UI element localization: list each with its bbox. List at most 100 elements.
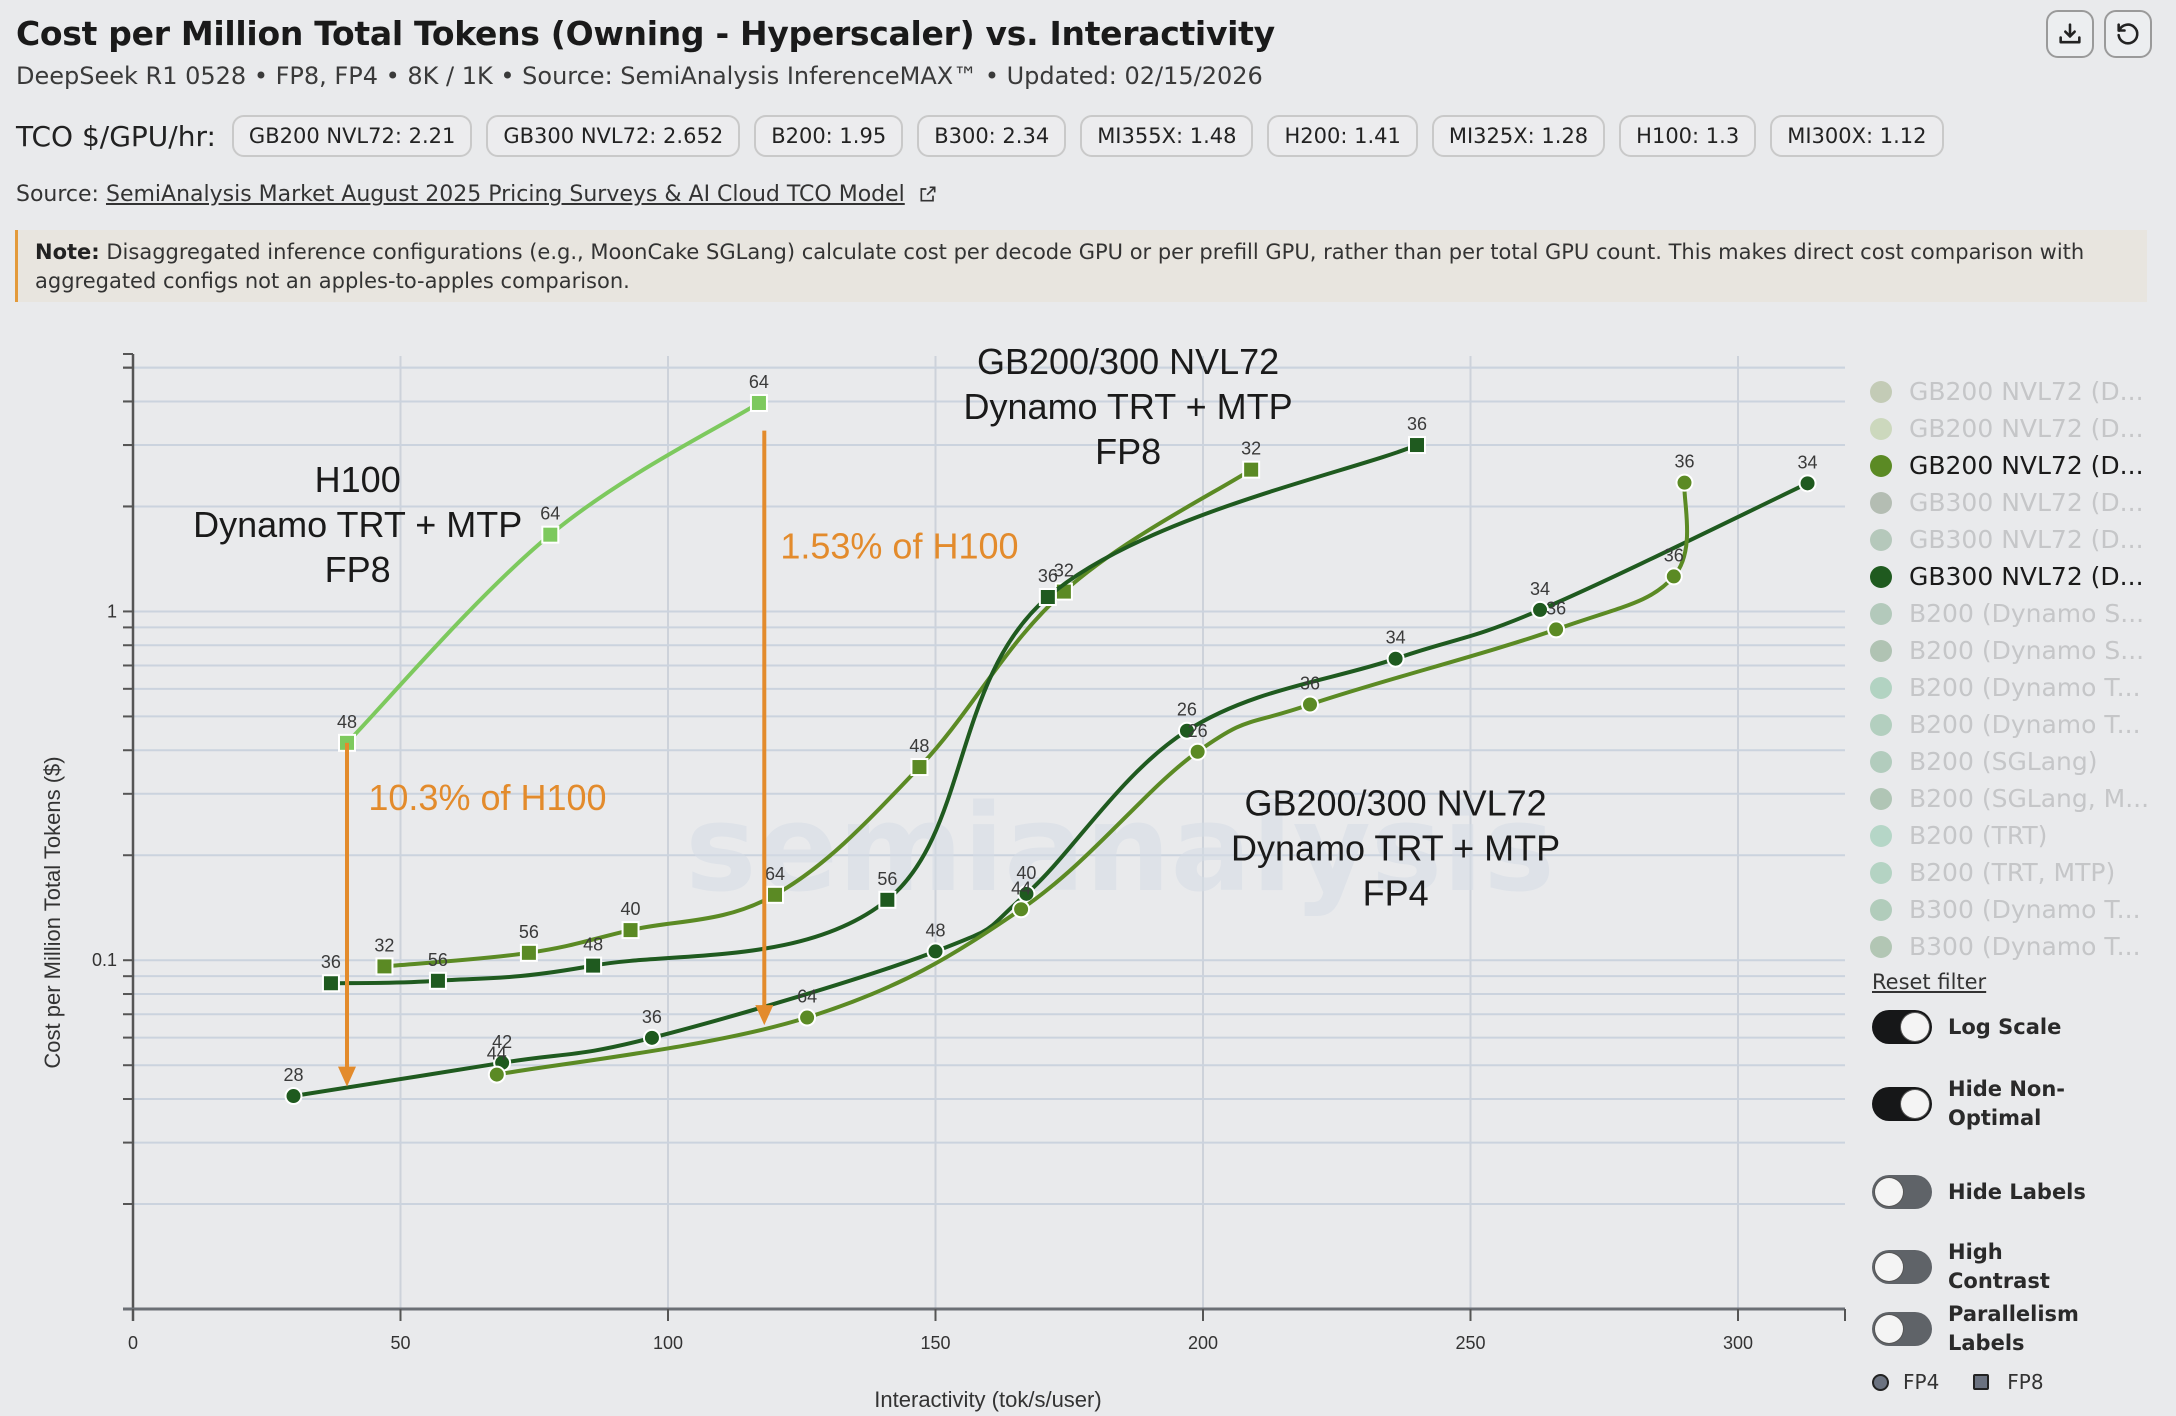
toggle-row: High Contrast [1872, 1238, 2098, 1296]
annotation: 10.3% of H100 [368, 777, 606, 818]
fp8-label: FP8 [2007, 1370, 2044, 1394]
data-label: 44 [487, 1044, 507, 1064]
tco-chip: B300: 2.34 [917, 115, 1067, 157]
chart[interactable]: semianalysis 0 50 100 150 200 250 300 0.1 1 Inter… [0, 330, 1860, 1416]
reset-view-icon [2117, 23, 2139, 45]
legend-dot-icon [1870, 861, 1892, 884]
data-point-square[interactable] [519, 943, 538, 962]
legend-label: GB300 NVL72 (D... [1909, 525, 2144, 554]
toggle-switch[interactable] [1872, 1312, 1932, 1346]
data-point-square[interactable] [766, 885, 784, 904]
data-label: 64 [765, 864, 785, 884]
annotation-line: Dynamo TRT + MTP [964, 386, 1293, 427]
note-label: Note: [35, 240, 100, 264]
toggle-switch[interactable] [1872, 1010, 1932, 1044]
data-point-square[interactable] [878, 890, 897, 909]
data-label: 36 [1407, 414, 1427, 434]
data-point-square[interactable] [1242, 460, 1261, 479]
reset-filter-link[interactable]: Reset filter [1872, 970, 1987, 994]
legend-item[interactable]: B200 (SGLang) [1870, 743, 2149, 780]
legend-item[interactable]: B300 (Dynamo T... [1870, 891, 2149, 928]
data-point-square[interactable] [621, 921, 640, 940]
data-label: 48 [909, 736, 929, 756]
legend-dot-icon [1870, 528, 1892, 551]
data-point-circle[interactable] [926, 942, 945, 961]
data-point-circle[interactable] [1547, 620, 1566, 639]
legend-item[interactable]: GB300 NVL72 (D... [1870, 484, 2149, 521]
square-marker-icon [1973, 1374, 1990, 1390]
data-point-square[interactable] [541, 525, 560, 544]
toggle-label: Parallelism Labels [1948, 1302, 2079, 1355]
legend-label: B200 (Dynamo S... [1909, 599, 2145, 628]
y-axis-label: Cost per Million Total Tokens ($) [40, 756, 65, 1068]
toggle-knob [1875, 1178, 1903, 1206]
legend-item[interactable]: B200 (Dynamo S... [1870, 632, 2149, 669]
legend-dot-icon [1870, 565, 1892, 588]
legend-dot-icon [1870, 417, 1892, 440]
data-label: 48 [925, 920, 945, 940]
legend-item[interactable]: GB200 NVL72 (D... [1870, 373, 2149, 410]
data-label: 42 [492, 1032, 512, 1052]
data-point-circle[interactable] [1301, 695, 1319, 714]
data-point-square[interactable] [428, 971, 447, 990]
data-point-circle[interactable] [1531, 600, 1550, 619]
legend-item[interactable]: B200 (Dynamo T... [1870, 669, 2149, 706]
data-label: 34 [1386, 628, 1406, 648]
legend-label: GB300 NVL72 (D... [1909, 488, 2144, 517]
legend-item[interactable]: GB200 NVL72 (D... [1870, 410, 2149, 447]
data-point-circle[interactable] [1664, 567, 1683, 586]
source-link[interactable]: SemiAnalysis Market August 2025 Pricing … [105, 182, 905, 207]
data-point-circle[interactable] [1188, 742, 1207, 761]
data-point-circle[interactable] [1798, 474, 1817, 493]
data-point-square[interactable] [1408, 436, 1426, 455]
data-point-square[interactable] [584, 956, 603, 975]
tco-chip: B200: 1.95 [754, 115, 904, 157]
legend-item[interactable]: GB300 NVL72 (D... [1870, 521, 2149, 558]
legend-item[interactable]: B200 (Dynamo S... [1870, 595, 2149, 632]
legend-item[interactable]: B200 (Dynamo T... [1870, 706, 2149, 743]
data-point-square[interactable] [910, 758, 929, 777]
reset-view-button[interactable] [2104, 10, 2152, 58]
data-point-circle[interactable] [1675, 473, 1694, 492]
tco-chip: MI355X: 1.48 [1080, 115, 1254, 157]
data-point-square[interactable] [1038, 588, 1057, 607]
data-label: 36 [1664, 545, 1684, 565]
data-point-circle[interactable] [284, 1087, 303, 1106]
data-label: 32 [1241, 439, 1261, 459]
legend-item[interactable]: B200 (SGLang, M... [1870, 780, 2149, 817]
data-point-circle[interactable] [1012, 900, 1031, 919]
toggle-switch[interactable] [1872, 1087, 1932, 1121]
legend-item[interactable]: GB200 NVL72 (D... [1870, 447, 2149, 484]
toggle-switch[interactable] [1872, 1250, 1932, 1284]
legend-item[interactable]: B200 (TRT) [1870, 817, 2149, 854]
legend-item[interactable]: GB300 NVL72 (D... [1870, 558, 2149, 595]
series-line [345, 401, 761, 745]
y-tick-label: 1 [107, 601, 117, 621]
series-line [293, 481, 1809, 1098]
data-label: 26 [1177, 700, 1197, 720]
data-point-circle[interactable] [1386, 649, 1405, 668]
x-tick-label: 100 [653, 1333, 683, 1353]
data-point-circle[interactable] [1017, 884, 1036, 903]
legend-label: B200 (SGLang, M... [1909, 784, 2150, 813]
legend-dot-icon [1870, 380, 1892, 403]
data-point-circle[interactable] [642, 1028, 661, 1047]
data-point-circle[interactable] [1177, 721, 1196, 740]
external-link-icon[interactable] [918, 184, 938, 204]
legend-item[interactable]: B200 (TRT, MTP) [1870, 854, 2149, 891]
legend-item[interactable]: B300 (Dynamo T... [1870, 928, 2149, 965]
download-button[interactable] [2046, 10, 2094, 58]
data-label: 56 [428, 950, 448, 970]
data-point-circle[interactable] [487, 1065, 506, 1084]
toggle-row: Log Scale [1872, 1010, 2098, 1044]
toggle-switch[interactable] [1872, 1175, 1932, 1209]
data-point-circle[interactable] [798, 1008, 817, 1027]
tco-chip: MI325X: 1.28 [1431, 115, 1606, 157]
legend-label: B200 (TRT) [1909, 821, 2048, 850]
data-point-square[interactable] [375, 957, 394, 976]
x-tick-label: 150 [920, 1333, 950, 1353]
data-point-square[interactable] [749, 393, 768, 412]
download-icon [2059, 23, 2081, 44]
data-point-square[interactable] [321, 974, 340, 993]
